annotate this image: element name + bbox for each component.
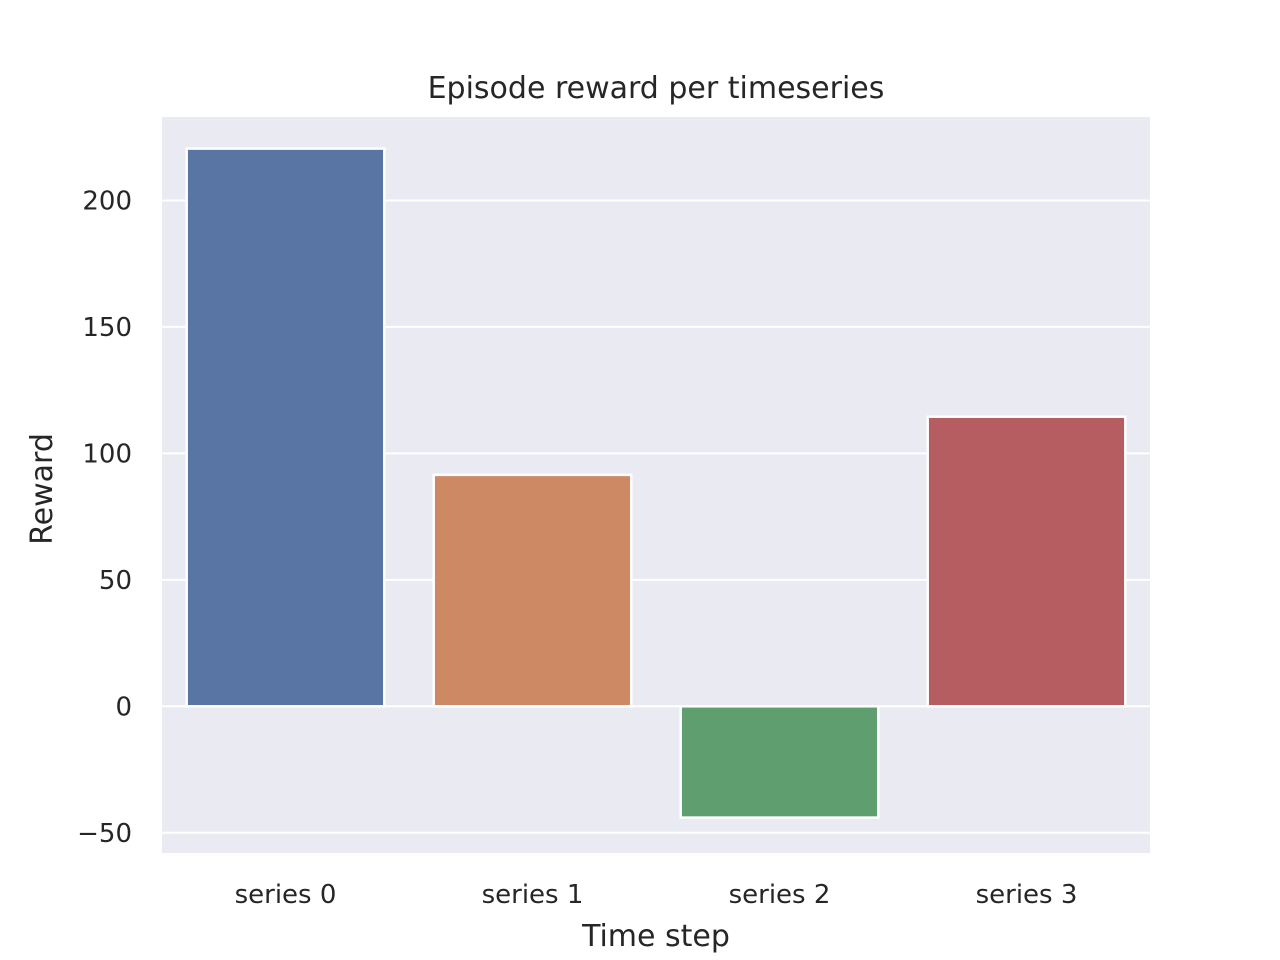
bar-series-1 (432, 473, 633, 708)
y-axis-ticks: −50 0 50 100 150 200 (77, 186, 132, 848)
x-axis-label: Time step (581, 919, 730, 954)
y-tick-label: −50 (77, 819, 132, 849)
y-tick-label: 150 (82, 313, 132, 343)
x-tick-label: series 2 (729, 880, 831, 910)
y-tick-label: 0 (115, 692, 132, 722)
bar-series-0 (185, 147, 386, 708)
bars (185, 147, 1127, 819)
bar-series-3 (926, 415, 1127, 708)
y-axis-label: Reward (25, 433, 60, 545)
x-axis-ticks: series 0 series 1 series 2 series 3 (235, 880, 1078, 910)
chart-title: Episode reward per timeseries (428, 71, 885, 106)
y-tick-label: 100 (82, 439, 132, 469)
x-tick-label: series 3 (976, 880, 1078, 910)
x-tick-label: series 0 (235, 880, 337, 910)
y-tick-label: 200 (82, 186, 132, 216)
bar-series-2 (679, 705, 880, 819)
x-tick-label: series 1 (482, 880, 584, 910)
y-tick-label: 50 (99, 566, 132, 596)
